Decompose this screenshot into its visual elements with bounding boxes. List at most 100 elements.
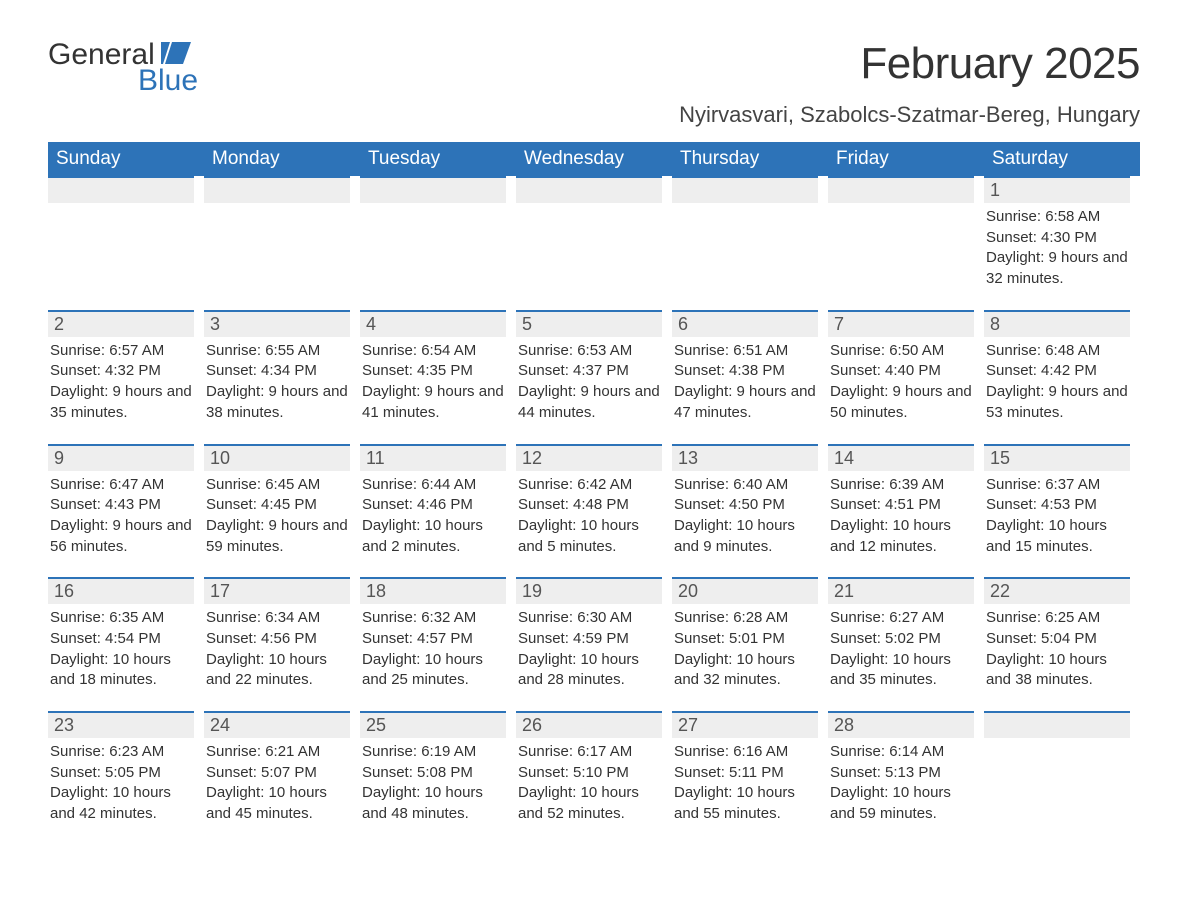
day-cell: 19Sunrise: 6:30 AMSunset: 4:59 PMDayligh… (516, 577, 672, 691)
weekday-header: Monday (204, 142, 360, 176)
title-block: February 2025 (860, 40, 1140, 88)
day-cell: 10Sunrise: 6:45 AMSunset: 4:45 PMDayligh… (204, 444, 360, 558)
day-details: Sunrise: 6:54 AMSunset: 4:35 PMDaylight:… (360, 337, 506, 424)
week-row: 23Sunrise: 6:23 AMSunset: 5:05 PMDayligh… (48, 711, 1140, 825)
day-number: 11 (360, 444, 506, 471)
day-details (516, 203, 662, 207)
day-number: 18 (360, 577, 506, 604)
day-number: 8 (984, 310, 1130, 337)
day-details: Sunrise: 6:39 AMSunset: 4:51 PMDaylight:… (828, 471, 974, 558)
day-details (672, 203, 818, 207)
day-details: Sunrise: 6:47 AMSunset: 4:43 PMDaylight:… (48, 471, 194, 558)
day-details (984, 738, 1130, 742)
day-details: Sunrise: 6:34 AMSunset: 4:56 PMDaylight:… (204, 604, 350, 691)
day-number: 19 (516, 577, 662, 604)
day-details: Sunrise: 6:50 AMSunset: 4:40 PMDaylight:… (828, 337, 974, 424)
day-details (360, 203, 506, 207)
day-details: Sunrise: 6:28 AMSunset: 5:01 PMDaylight:… (672, 604, 818, 691)
day-cell: 23Sunrise: 6:23 AMSunset: 5:05 PMDayligh… (48, 711, 204, 825)
day-cell (984, 711, 1140, 825)
day-details: Sunrise: 6:14 AMSunset: 5:13 PMDaylight:… (828, 738, 974, 825)
day-cell: 14Sunrise: 6:39 AMSunset: 4:51 PMDayligh… (828, 444, 984, 558)
day-number (516, 176, 662, 203)
day-details: Sunrise: 6:37 AMSunset: 4:53 PMDaylight:… (984, 471, 1130, 558)
logo-text-bottom: Blue (138, 66, 198, 96)
day-cell: 13Sunrise: 6:40 AMSunset: 4:50 PMDayligh… (672, 444, 828, 558)
day-details: Sunrise: 6:40 AMSunset: 4:50 PMDaylight:… (672, 471, 818, 558)
day-cell (828, 176, 984, 290)
day-number (828, 176, 974, 203)
day-cell (360, 176, 516, 290)
day-number: 14 (828, 444, 974, 471)
day-details (204, 203, 350, 207)
day-details: Sunrise: 6:53 AMSunset: 4:37 PMDaylight:… (516, 337, 662, 424)
day-number: 10 (204, 444, 350, 471)
day-details: Sunrise: 6:27 AMSunset: 5:02 PMDaylight:… (828, 604, 974, 691)
day-number (204, 176, 350, 203)
weekday-header: Wednesday (516, 142, 672, 176)
day-details: Sunrise: 6:48 AMSunset: 4:42 PMDaylight:… (984, 337, 1130, 424)
day-number: 13 (672, 444, 818, 471)
day-details: Sunrise: 6:51 AMSunset: 4:38 PMDaylight:… (672, 337, 818, 424)
day-cell: 25Sunrise: 6:19 AMSunset: 5:08 PMDayligh… (360, 711, 516, 825)
day-number: 21 (828, 577, 974, 604)
day-cell: 17Sunrise: 6:34 AMSunset: 4:56 PMDayligh… (204, 577, 360, 691)
day-number (672, 176, 818, 203)
day-number: 12 (516, 444, 662, 471)
day-details: Sunrise: 6:19 AMSunset: 5:08 PMDaylight:… (360, 738, 506, 825)
day-number: 20 (672, 577, 818, 604)
day-cell: 7Sunrise: 6:50 AMSunset: 4:40 PMDaylight… (828, 310, 984, 424)
day-cell: 16Sunrise: 6:35 AMSunset: 4:54 PMDayligh… (48, 577, 204, 691)
month-title: February 2025 (860, 40, 1140, 88)
day-cell (672, 176, 828, 290)
day-number: 6 (672, 310, 818, 337)
day-number: 26 (516, 711, 662, 738)
day-number: 16 (48, 577, 194, 604)
week-row: 16Sunrise: 6:35 AMSunset: 4:54 PMDayligh… (48, 577, 1140, 691)
weekday-header: Thursday (672, 142, 828, 176)
day-cell (204, 176, 360, 290)
logo: General Blue (48, 40, 198, 96)
day-number: 5 (516, 310, 662, 337)
day-details: Sunrise: 6:42 AMSunset: 4:48 PMDaylight:… (516, 471, 662, 558)
day-number: 17 (204, 577, 350, 604)
day-details: Sunrise: 6:21 AMSunset: 5:07 PMDaylight:… (204, 738, 350, 825)
calendar-page: General Blue February 2025 Nyirvasvari, … (0, 0, 1188, 885)
header: General Blue February 2025 (48, 40, 1140, 96)
day-details: Sunrise: 6:25 AMSunset: 5:04 PMDaylight:… (984, 604, 1130, 691)
week-row: 2Sunrise: 6:57 AMSunset: 4:32 PMDaylight… (48, 310, 1140, 424)
day-number: 3 (204, 310, 350, 337)
day-number (48, 176, 194, 203)
day-details: Sunrise: 6:17 AMSunset: 5:10 PMDaylight:… (516, 738, 662, 825)
day-details: Sunrise: 6:55 AMSunset: 4:34 PMDaylight:… (204, 337, 350, 424)
day-cell: 4Sunrise: 6:54 AMSunset: 4:35 PMDaylight… (360, 310, 516, 424)
location-subtitle: Nyirvasvari, Szabolcs-Szatmar-Bereg, Hun… (48, 102, 1140, 128)
day-cell: 26Sunrise: 6:17 AMSunset: 5:10 PMDayligh… (516, 711, 672, 825)
day-number: 27 (672, 711, 818, 738)
day-cell: 6Sunrise: 6:51 AMSunset: 4:38 PMDaylight… (672, 310, 828, 424)
day-details (828, 203, 974, 207)
weekday-header-row: SundayMondayTuesdayWednesdayThursdayFrid… (48, 142, 1140, 176)
day-number: 7 (828, 310, 974, 337)
calendar-body: 1Sunrise: 6:58 AMSunset: 4:30 PMDaylight… (48, 176, 1140, 825)
day-number: 24 (204, 711, 350, 738)
day-number: 23 (48, 711, 194, 738)
weekday-header: Friday (828, 142, 984, 176)
day-details: Sunrise: 6:35 AMSunset: 4:54 PMDaylight:… (48, 604, 194, 691)
day-cell: 2Sunrise: 6:57 AMSunset: 4:32 PMDaylight… (48, 310, 204, 424)
day-number: 28 (828, 711, 974, 738)
week-row: 9Sunrise: 6:47 AMSunset: 4:43 PMDaylight… (48, 444, 1140, 558)
day-number (984, 711, 1130, 738)
day-cell: 15Sunrise: 6:37 AMSunset: 4:53 PMDayligh… (984, 444, 1140, 558)
day-number: 4 (360, 310, 506, 337)
day-number: 2 (48, 310, 194, 337)
day-details: Sunrise: 6:45 AMSunset: 4:45 PMDaylight:… (204, 471, 350, 558)
day-details: Sunrise: 6:44 AMSunset: 4:46 PMDaylight:… (360, 471, 506, 558)
week-row: 1Sunrise: 6:58 AMSunset: 4:30 PMDaylight… (48, 176, 1140, 290)
day-cell (516, 176, 672, 290)
day-details: Sunrise: 6:58 AMSunset: 4:30 PMDaylight:… (984, 203, 1130, 290)
weekday-header: Tuesday (360, 142, 516, 176)
weekday-header: Sunday (48, 142, 204, 176)
day-cell: 12Sunrise: 6:42 AMSunset: 4:48 PMDayligh… (516, 444, 672, 558)
weekday-header: Saturday (984, 142, 1140, 176)
